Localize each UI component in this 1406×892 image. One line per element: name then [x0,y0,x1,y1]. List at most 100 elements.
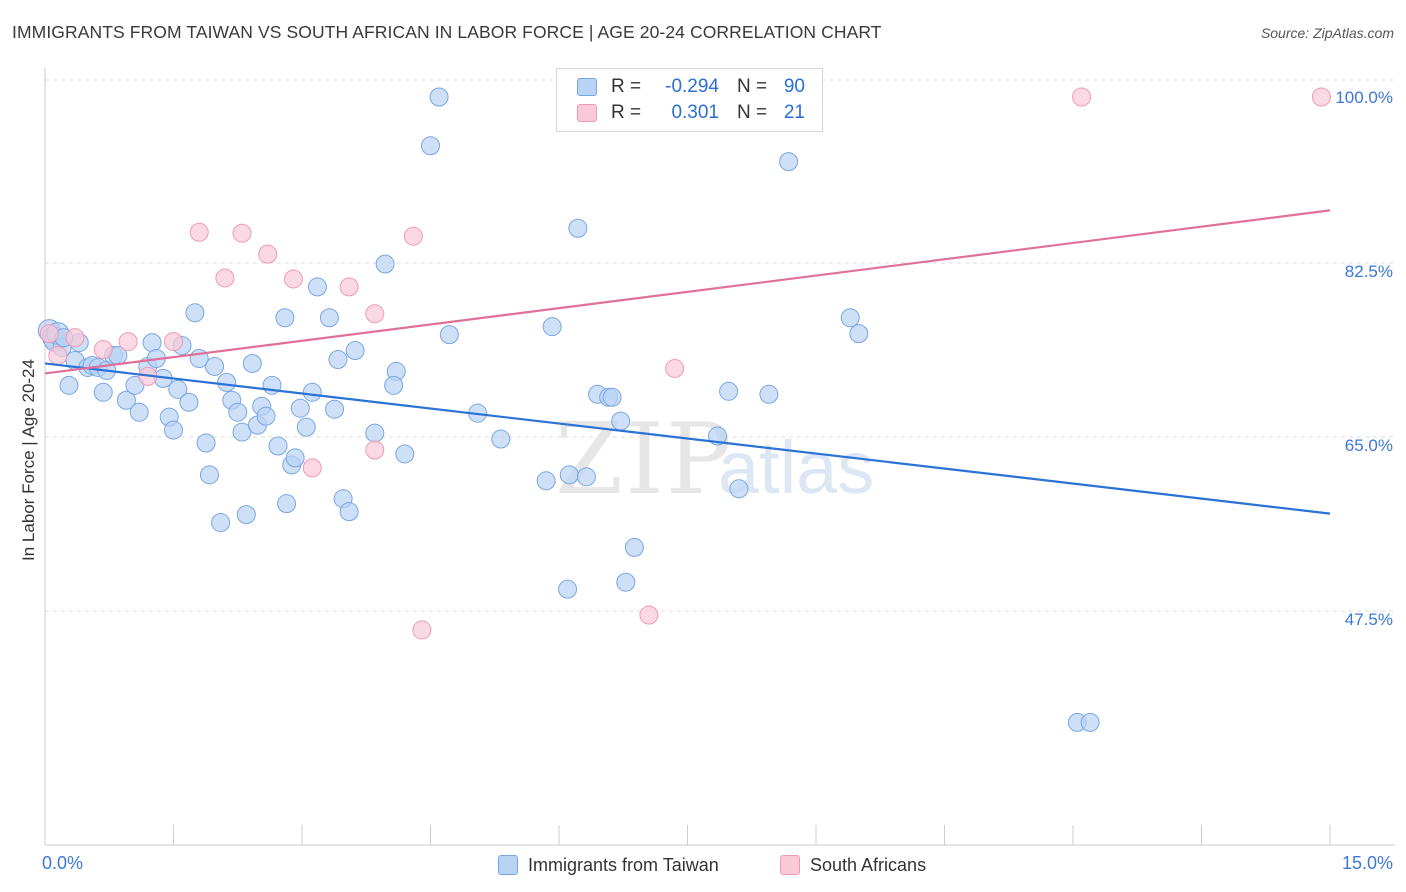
watermark-zip: ZIP [555,403,734,517]
point-taiwan [429,87,449,107]
point-taiwan [93,382,113,402]
point-taiwan [491,429,511,449]
point-taiwan [307,277,327,297]
point-south-africans [215,268,235,288]
legend-row-taiwan: R = -0.294 N = 90 [577,75,805,99]
legend-r-value: 0.301 [671,102,719,123]
series-legend: Immigrants from Taiwan South Africans [0,851,1406,879]
series-legend-label-south-africans: South Africans [810,854,927,875]
point-south-africans [365,304,385,324]
trend-line-taiwan [44,362,1331,515]
legend-swatch-south-africans [577,104,597,122]
point-south-africans [1072,87,1092,107]
point-taiwan [268,436,288,456]
legend-n-value: 21 [783,102,805,123]
series-legend-south-africans: South Africans [780,851,926,879]
legend-n-label: N = [737,102,768,123]
point-taiwan [211,513,231,533]
point-taiwan [559,465,579,485]
stats-legend: R = -0.294 N = 90 R = 0.301 N = 21 [556,68,823,132]
point-taiwan [328,349,348,369]
point-taiwan [205,356,225,376]
point-south-africans [1311,87,1331,107]
point-south-africans [39,324,59,344]
point-taiwan [616,572,636,592]
legend-n-label: N = [737,76,768,97]
point-south-africans [339,277,359,297]
series-legend-swatch-south-africans [780,855,800,875]
point-taiwan [256,406,276,426]
y-tick-label: 65.0% [1345,436,1393,455]
point-taiwan [217,372,237,392]
legend-swatch-taiwan [577,78,597,96]
point-taiwan [236,505,256,525]
point-taiwan [275,308,295,328]
point-taiwan [345,341,365,361]
point-taiwan [365,423,385,443]
legend-r-value: -0.294 [665,76,719,97]
point-south-africans [302,458,322,478]
point-south-africans [93,340,113,360]
point-south-africans [65,328,85,348]
point-taiwan [242,353,262,373]
chart-source: Source: ZipAtlas.com [1260,25,1394,41]
point-taiwan [196,433,216,453]
series-legend-label-taiwan: Immigrants from Taiwan [528,854,719,875]
point-taiwan [375,254,395,274]
point-south-africans [232,223,252,243]
point-taiwan [421,136,440,156]
point-taiwan [536,471,556,491]
point-south-africans [118,332,138,352]
legend-r-label: R = [611,102,642,123]
point-taiwan [779,152,799,172]
point-taiwan [849,324,869,344]
point-taiwan [384,375,404,395]
x-tick-label: 15.0% [1342,853,1393,873]
point-taiwan [568,218,588,238]
point-taiwan [576,467,596,487]
point-taiwan [439,325,459,345]
point-taiwan [624,537,644,557]
point-taiwan [290,398,310,418]
point-taiwan [1080,712,1100,732]
point-taiwan [185,303,205,323]
point-taiwan [558,579,578,599]
point-taiwan [611,411,631,431]
legend-row-south-africans: R = 0.301 N = 21 [577,101,805,125]
chart-title: IMMIGRANTS FROM TAIWAN VS SOUTH AFRICAN … [12,22,882,42]
point-taiwan [719,381,739,401]
point-taiwan [277,494,297,514]
point-taiwan [602,387,622,407]
point-south-africans [639,605,659,625]
point-taiwan [759,384,779,404]
point-taiwan [339,502,359,522]
point-taiwan [129,402,149,422]
point-taiwan [729,479,749,499]
point-taiwan [59,375,79,395]
point-taiwan [164,420,183,440]
point-taiwan [199,465,219,485]
series-taiwan [37,87,1100,732]
point-taiwan [319,308,339,328]
point-taiwan [142,333,162,353]
point-taiwan [285,448,305,468]
point-south-africans [164,332,183,352]
point-taiwan [840,308,860,328]
x-tick-label: 0.0% [42,853,83,873]
series-south-africans [39,87,1331,640]
y-tick-label: 47.5% [1345,610,1393,629]
y-tick-label: 82.5% [1345,262,1393,281]
trend-line-south-africans [44,209,1331,375]
point-taiwan [116,390,136,410]
point-south-africans [283,269,303,289]
series-legend-taiwan: Immigrants from Taiwan [498,851,719,879]
legend-r-label: R = [611,76,642,97]
y-tick-label: 100.0% [1335,88,1393,107]
series-legend-swatch-taiwan [498,855,518,875]
point-south-africans [412,620,432,640]
point-taiwan [302,382,322,402]
point-taiwan [325,399,345,419]
point-south-africans [403,226,423,246]
point-south-africans [48,346,68,366]
